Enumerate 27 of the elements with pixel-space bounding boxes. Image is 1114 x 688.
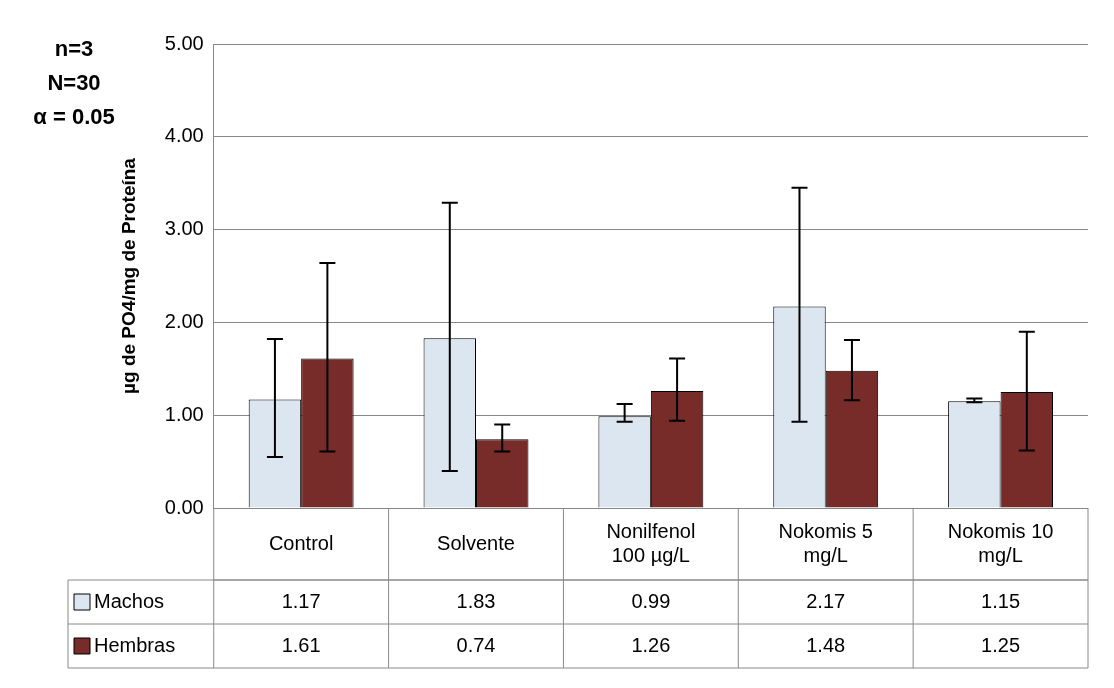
y-tick-label: 4.00 xyxy=(164,124,204,147)
x-tick-label: Nonilfenol 100 µg/L xyxy=(606,519,696,566)
y-tick-label: 2.00 xyxy=(164,309,204,332)
data-label: 1.61 xyxy=(281,633,321,656)
data-label: 1.25 xyxy=(981,633,1021,656)
text: N=30 xyxy=(47,70,101,96)
x-tick-label: Nokomis 5 mg/L xyxy=(778,519,873,566)
x-tick-label: Solvente xyxy=(437,531,515,554)
data-label: 1.83 xyxy=(456,589,496,612)
y-tick-label: 5.00 xyxy=(164,31,204,54)
y-tick-label: 3.00 xyxy=(164,217,204,240)
data-label: 1.48 xyxy=(806,633,846,656)
legend-label: Machos xyxy=(94,589,165,612)
x-tick-label: Nokomis 10 mg/L xyxy=(947,519,1054,566)
y-tick-label: 0.00 xyxy=(164,495,204,518)
data-label: 1.15 xyxy=(981,589,1021,612)
y-axis-title: µg de PO4/mg de Proteína xyxy=(117,157,139,394)
text: n=3 xyxy=(54,36,94,62)
y-tick-label: 1.00 xyxy=(164,402,204,425)
legend-label: Hembras xyxy=(94,633,176,656)
data-label: 0.74 xyxy=(456,633,496,656)
data-label: 1.17 xyxy=(281,589,321,612)
data-label: 2.17 xyxy=(806,589,846,612)
x-tick-label: Control xyxy=(268,531,334,554)
data-label: 1.26 xyxy=(631,633,671,656)
text: α = 0.05 xyxy=(33,104,115,130)
data-label: 0.99 xyxy=(631,589,671,612)
